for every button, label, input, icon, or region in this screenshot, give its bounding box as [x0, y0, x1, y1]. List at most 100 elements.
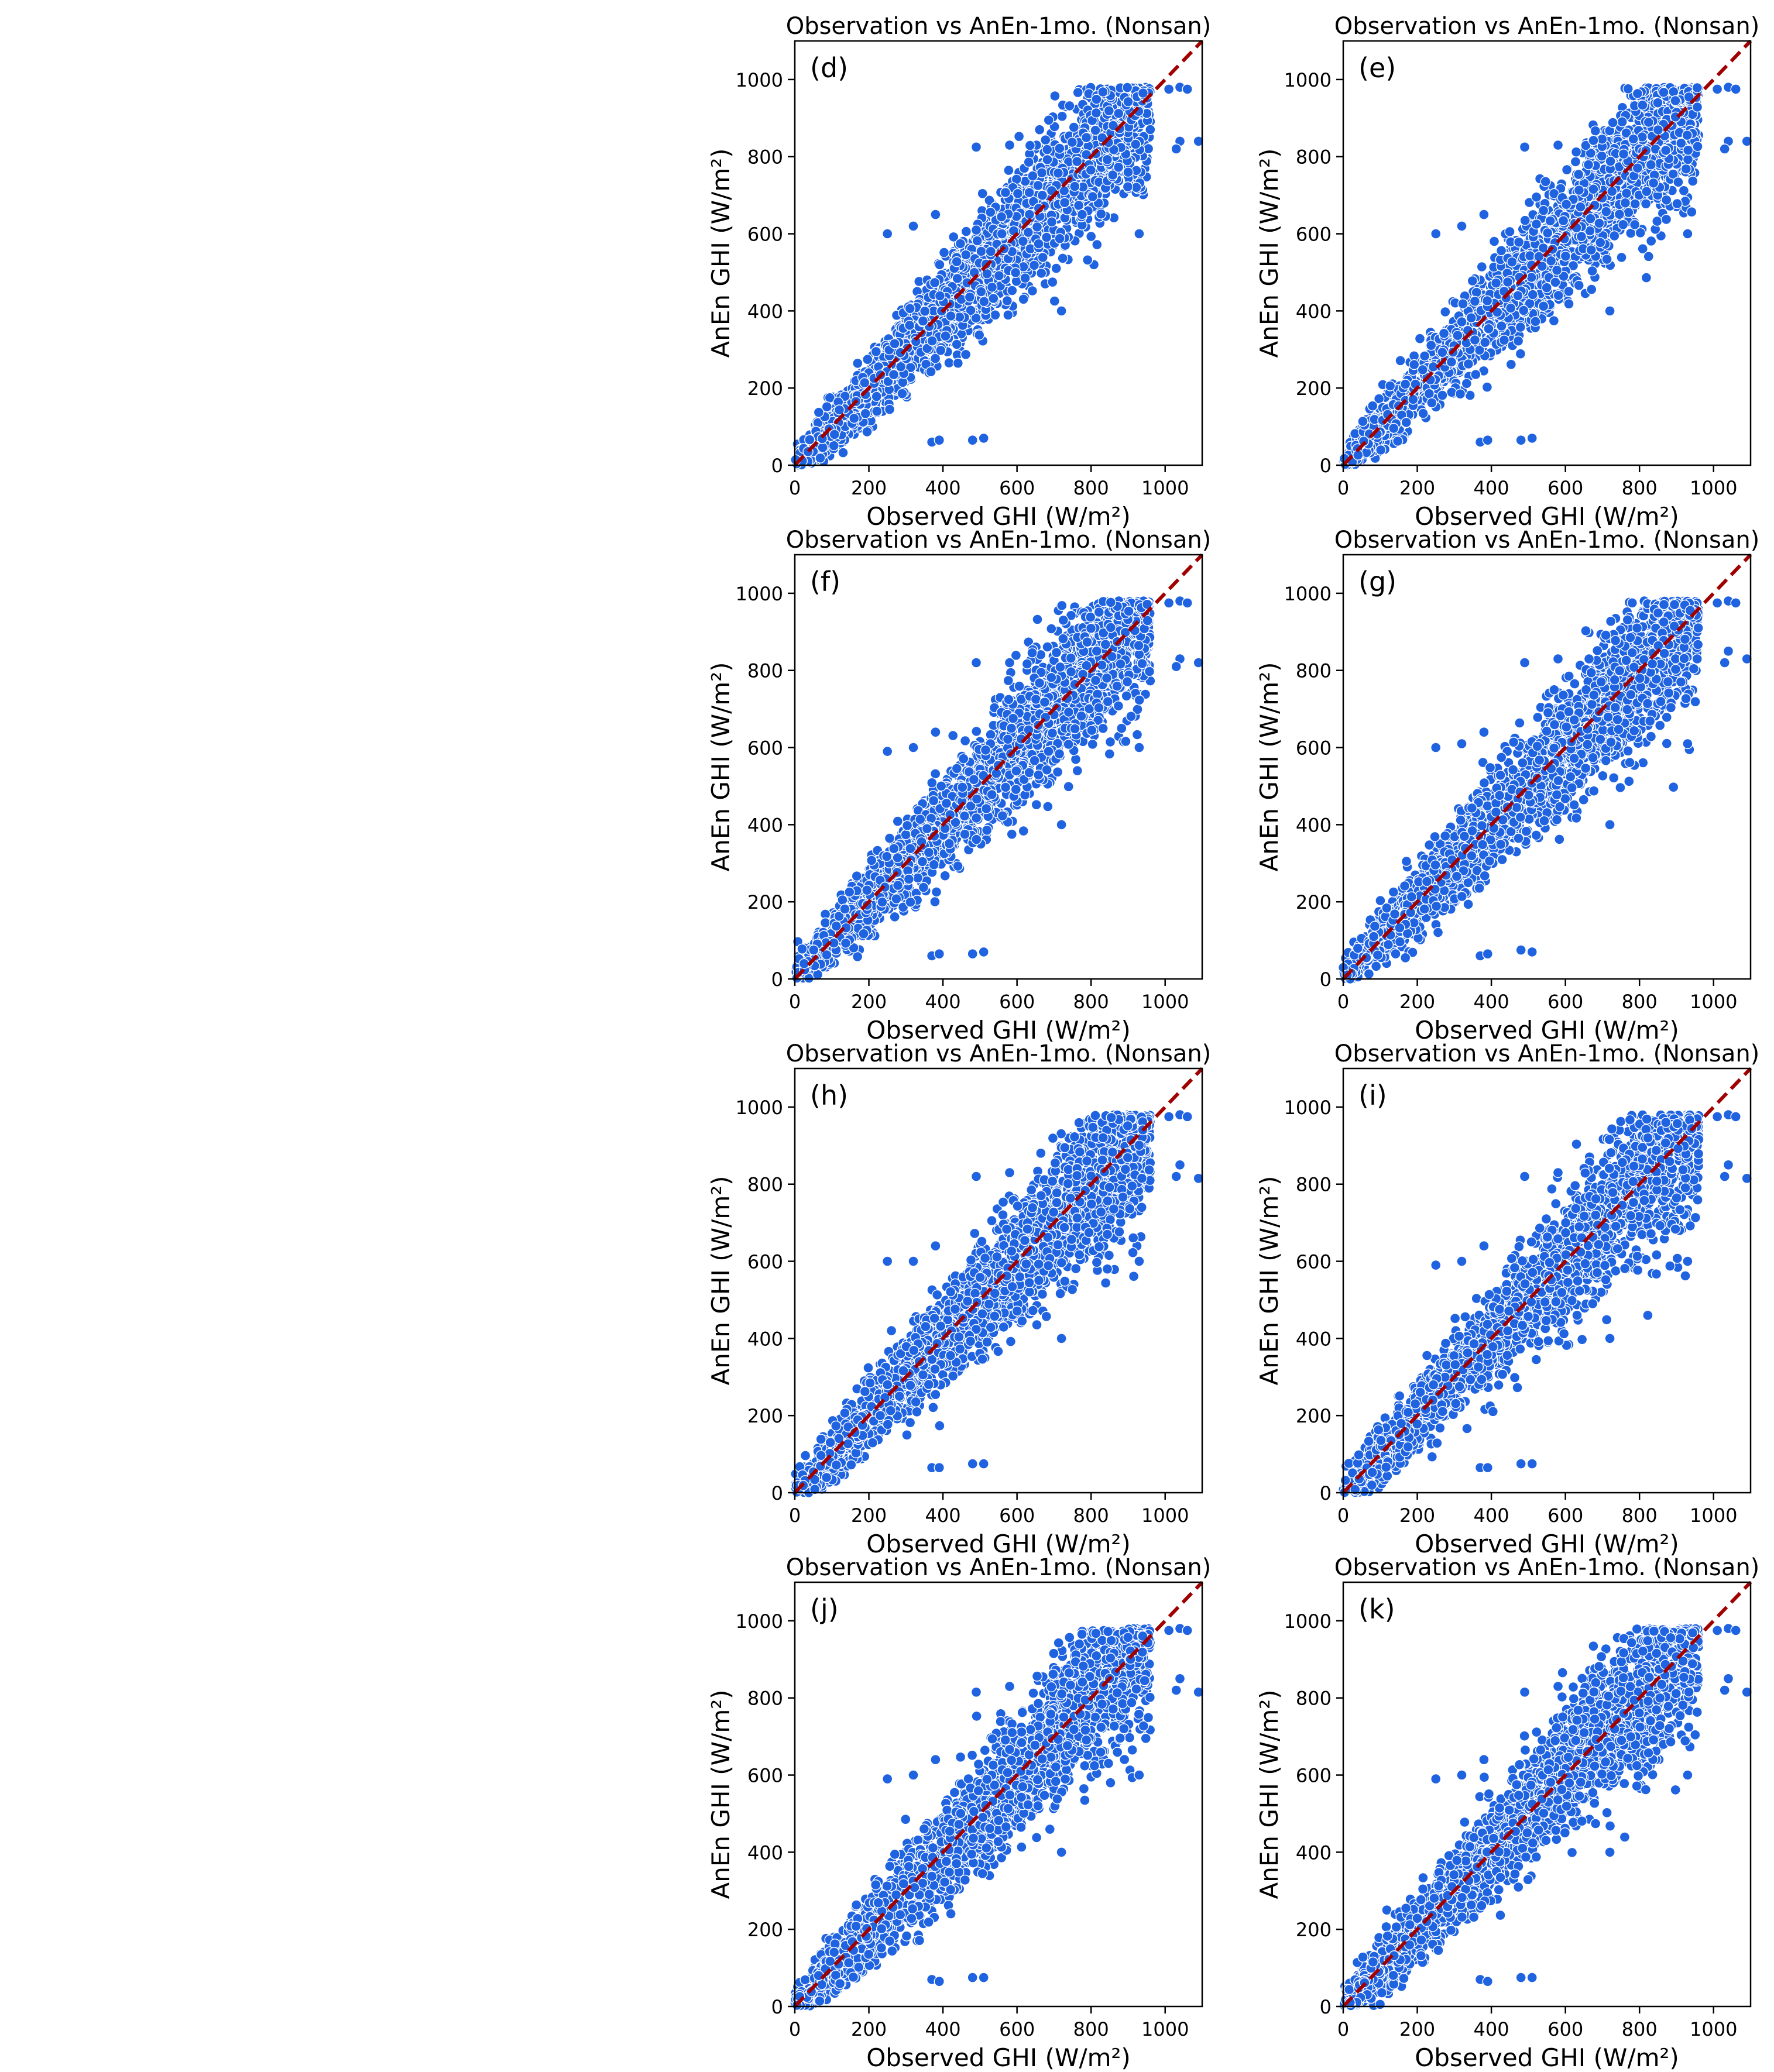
scatter-point — [993, 270, 1005, 281]
y-tick-label: 200 — [747, 377, 783, 400]
scatter-point — [976, 246, 987, 257]
scatter-point — [934, 259, 945, 270]
scatter-point — [1057, 253, 1068, 264]
scatter-point — [934, 435, 945, 446]
scatter-point — [960, 226, 972, 237]
scatter-point — [1519, 215, 1531, 226]
scatter-point — [1080, 132, 1092, 143]
scatter-point — [1017, 236, 1029, 247]
scatter-point — [1066, 136, 1078, 148]
scatter-point — [1645, 235, 1657, 247]
scatter-point — [1171, 143, 1182, 154]
y-tick-label: 1000 — [736, 69, 783, 91]
scatter-point — [1042, 144, 1053, 155]
scatter-point — [1054, 143, 1065, 154]
scatter-point — [1073, 200, 1085, 211]
scatter-point — [996, 211, 1007, 222]
y-tick-label: 400 — [747, 300, 783, 322]
scatter-point — [1414, 333, 1426, 344]
scatter-point — [1027, 285, 1038, 297]
scatter-point — [940, 331, 951, 342]
scatter-point — [1122, 181, 1134, 193]
scatter-point — [1538, 301, 1549, 312]
scatter-point — [1524, 250, 1536, 262]
scatter-point — [1010, 267, 1021, 279]
scatter-point — [1051, 263, 1062, 274]
scatter-point — [904, 319, 915, 331]
scatter-point — [1481, 382, 1493, 393]
scatter-point — [1553, 290, 1564, 301]
scatter-point — [884, 404, 895, 415]
scatter-point — [860, 408, 871, 419]
scatter-point — [927, 335, 938, 346]
scatter-point — [1064, 100, 1075, 112]
scatter-point — [1036, 167, 1048, 178]
scatter-point — [1601, 253, 1612, 265]
scatter-point — [1652, 215, 1663, 227]
scatter-point — [1590, 125, 1601, 136]
scatter-point — [960, 249, 972, 260]
scatter-point — [988, 293, 999, 304]
scatter-point — [978, 432, 989, 444]
scatter-panel-e: Observation vs AnEn-1mo. (Nonsan)0 200 400… — [1255, 13, 1759, 531]
scatter-point — [1531, 191, 1542, 202]
scatter-point — [1037, 190, 1048, 201]
scatter-point — [979, 296, 990, 307]
scatter-point — [967, 435, 978, 446]
scatter-point — [1548, 315, 1560, 327]
scatter-point — [897, 388, 908, 399]
scatter-point — [970, 224, 982, 236]
scatter-point — [1004, 139, 1015, 151]
x-tick-label: 200 — [851, 477, 887, 499]
scatter-point — [1113, 108, 1124, 119]
scatter-point — [1163, 84, 1175, 95]
scatter-panel-d: Observation vs AnEn-1mo. (Nonsan)0 200 400… — [706, 13, 1211, 531]
scatter-point — [1069, 181, 1080, 192]
scatter-point — [871, 406, 883, 417]
scatter-point — [919, 305, 931, 317]
scatter-point — [1076, 209, 1088, 220]
scatter-point — [870, 346, 882, 358]
scatter-point — [1617, 116, 1628, 128]
scatter-point — [973, 329, 985, 341]
scatter-point — [1032, 180, 1044, 191]
scatter-point — [888, 369, 900, 380]
scatter-point — [1643, 251, 1655, 262]
scatter-point — [952, 358, 964, 369]
scatter-point — [1096, 208, 1107, 219]
scatter-point — [1686, 207, 1697, 218]
scatter-point — [828, 440, 839, 451]
scatter-point — [938, 247, 950, 258]
scatter-point — [1660, 214, 1672, 225]
scatter-point — [976, 286, 987, 297]
scatter-point — [1561, 164, 1573, 176]
scatter-point — [889, 338, 900, 349]
x-tick-label: 800 — [1073, 477, 1109, 499]
scatter-points — [1338, 81, 1752, 470]
scatter-point — [1505, 359, 1517, 370]
scatter-point — [1515, 348, 1526, 359]
scatter-point — [1102, 154, 1113, 165]
scatter-point — [1641, 272, 1652, 283]
scatter-point — [943, 357, 955, 369]
scatter-point — [1418, 408, 1429, 419]
scatter-point — [1028, 260, 1040, 271]
scatter-point — [1097, 86, 1109, 98]
scatter-point — [895, 361, 907, 372]
scatter-point — [1392, 435, 1404, 447]
scatter-point — [1134, 228, 1145, 239]
scatter-point — [815, 452, 826, 463]
scatter-point — [1563, 286, 1574, 297]
scatter-point — [1456, 316, 1467, 328]
scatter-point — [1018, 294, 1029, 305]
scatter-point — [1012, 188, 1024, 199]
scatter-point — [1570, 146, 1582, 157]
scatter-point — [1037, 252, 1048, 263]
scatter-point — [852, 358, 863, 369]
scatter-point — [952, 273, 963, 284]
scatter-point — [1068, 122, 1080, 133]
scatter-point — [1022, 226, 1034, 238]
scatter-point — [960, 349, 972, 360]
x-tick-label: 1000 — [1141, 477, 1189, 499]
